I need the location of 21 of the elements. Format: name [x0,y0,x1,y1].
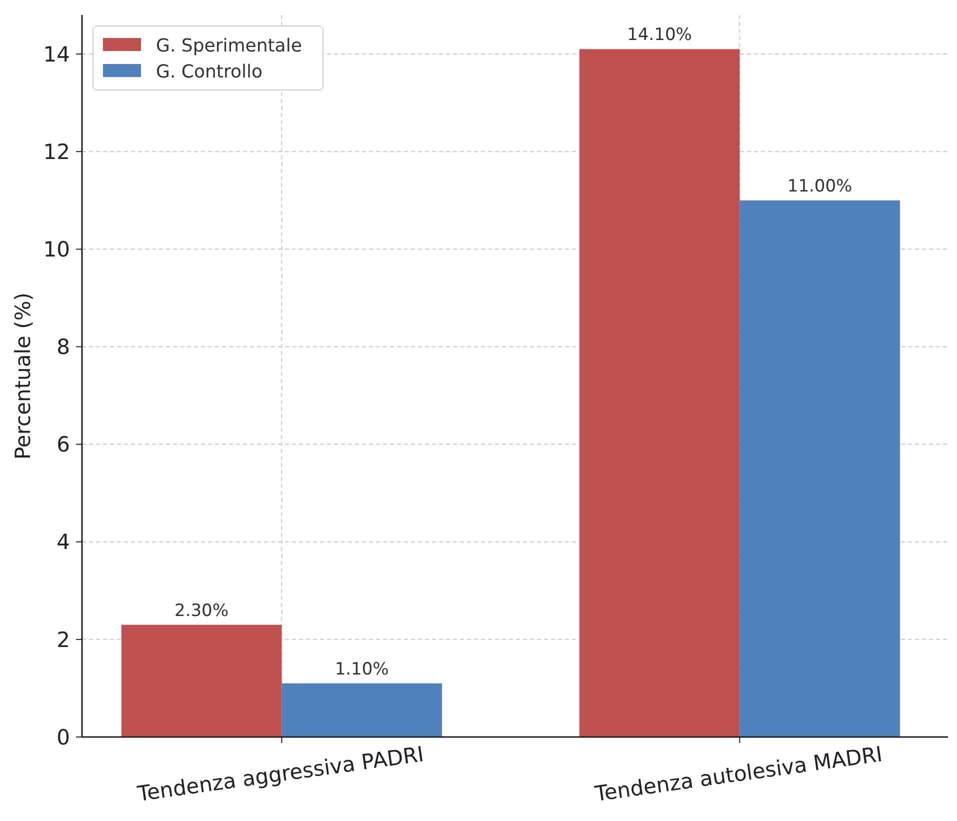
data-label: 11.00% [787,176,852,196]
y-tick-label: 2 [56,628,70,652]
data-label: 2.30% [174,600,229,621]
x-tick-label: Tendenza aggressiva PADRI [135,742,426,806]
legend-label: G. Controllo [156,61,262,82]
y-axis-title: Percentuale (%) [11,292,35,460]
y-tick-label: 4 [56,530,70,554]
y-tick-label: 8 [56,335,70,360]
x-tick-label: Tendenza autolesiva MADRI [592,742,884,806]
y-tick-label: 12 [43,140,70,164]
bar [579,49,740,737]
y-tick-label: 0 [56,725,70,750]
y-tick-label: 10 [43,238,70,262]
bar [282,683,442,737]
y-tick-label: 14 [43,42,70,66]
data-label: 14.10% [627,25,692,46]
bar [121,624,282,737]
legend-label: G. Sperimentale [156,35,302,56]
bar [740,200,900,737]
y-tick-label: 6 [56,432,70,457]
data-label: 1.10% [334,659,389,680]
